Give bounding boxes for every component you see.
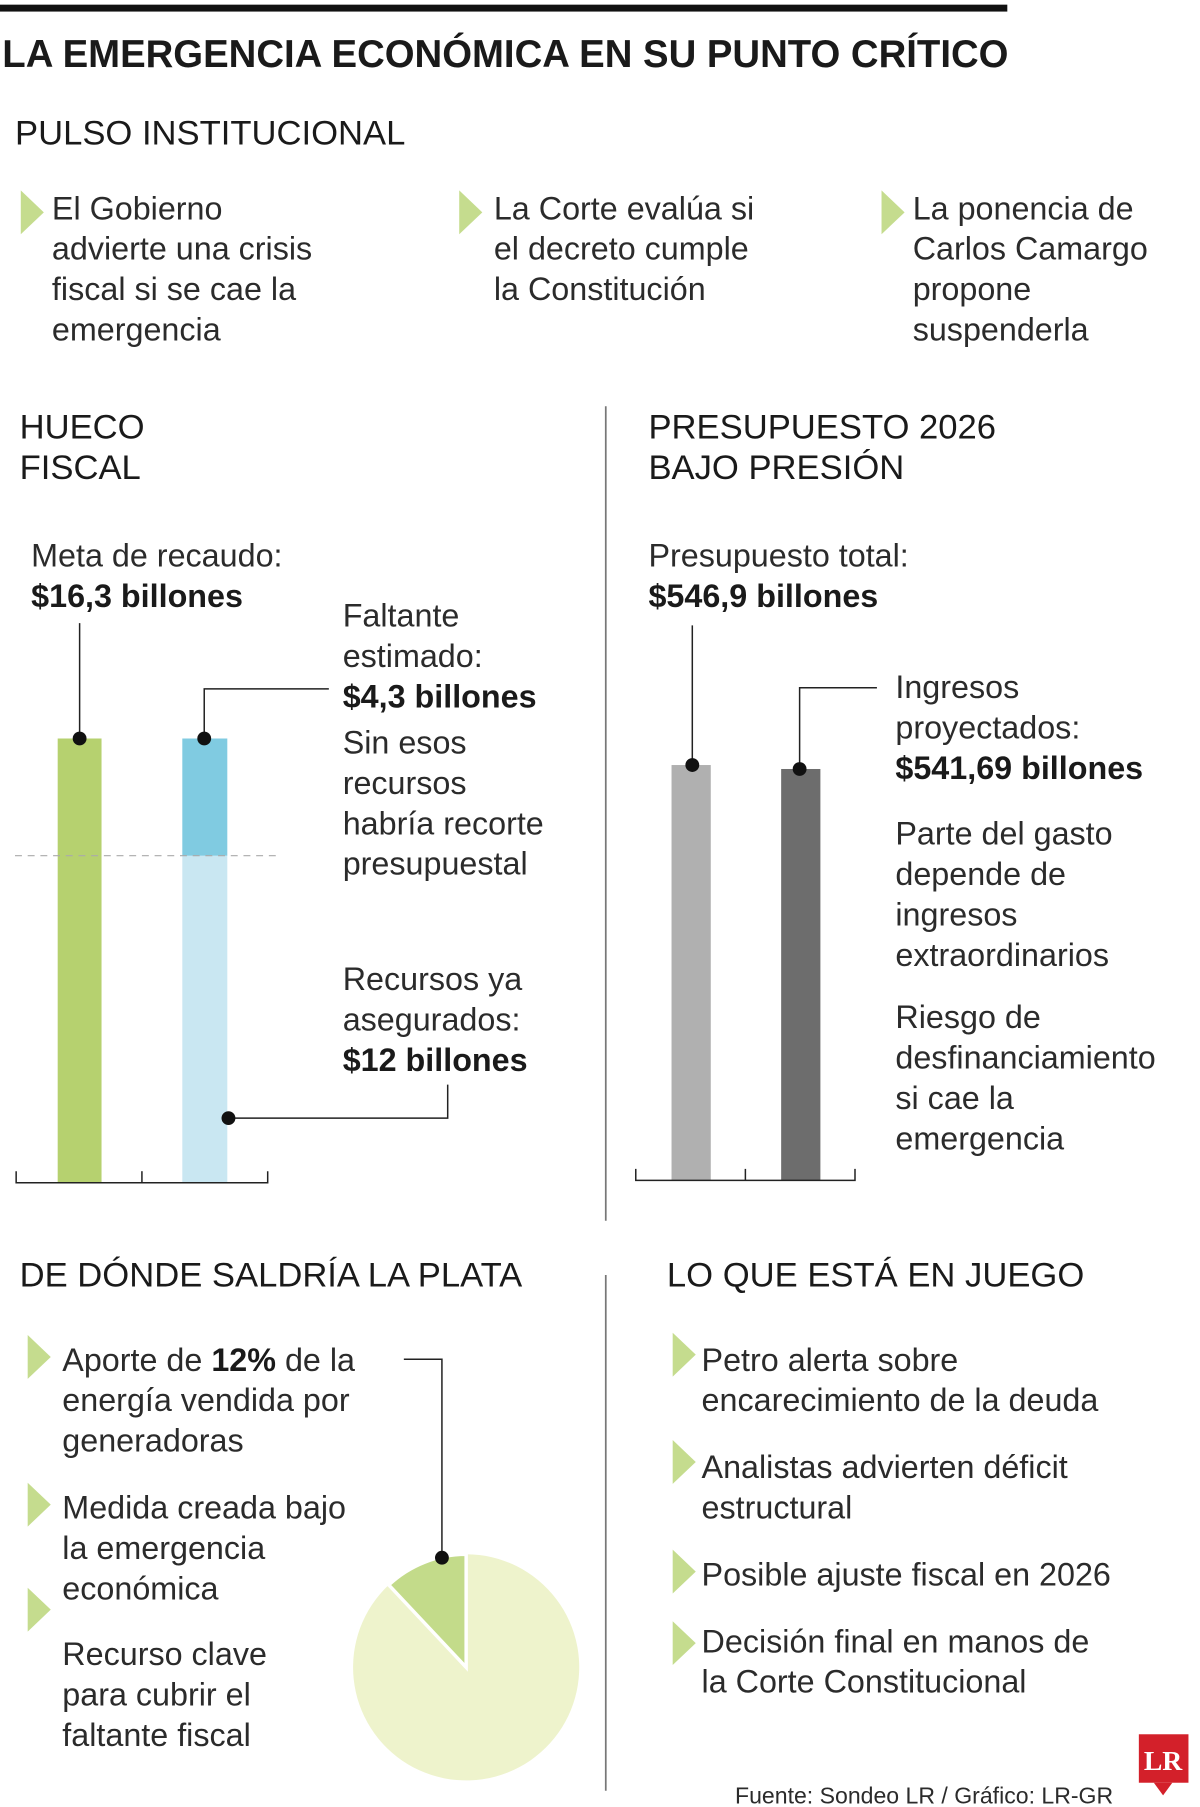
value-label: $12 billones bbox=[343, 1042, 528, 1078]
plata-item: Recurso clave bbox=[62, 1636, 267, 1672]
pulso-item: el decreto cumple bbox=[494, 231, 749, 267]
dot bbox=[72, 731, 87, 746]
highlight: 12% bbox=[211, 1342, 276, 1378]
leader bbox=[228, 1084, 449, 1119]
plata-item: generadoras bbox=[62, 1423, 243, 1459]
bar bbox=[781, 768, 821, 1181]
pulso-item: la Constitución bbox=[494, 271, 706, 307]
section-title: LO QUE ESTÁ EN JUEGO bbox=[667, 1256, 1084, 1295]
leader bbox=[203, 688, 329, 739]
value-label: $4,3 billones bbox=[343, 678, 537, 714]
value-label: $16,3 billones bbox=[31, 578, 243, 614]
bullet bbox=[672, 1440, 696, 1484]
note: Riesgo de bbox=[895, 999, 1040, 1035]
bullet bbox=[27, 1587, 51, 1632]
pulso-item: propone bbox=[913, 271, 1032, 307]
label: estimado: bbox=[343, 638, 483, 674]
bullet bbox=[672, 1621, 696, 1666]
juego-item: Posible ajuste fiscal en 2026 bbox=[702, 1556, 1111, 1592]
section-title: PULSO INSTITUCIONAL bbox=[15, 114, 405, 152]
bullet bbox=[459, 190, 483, 235]
bullet bbox=[881, 190, 905, 235]
pulso-item: La Corte evalúa si bbox=[494, 190, 754, 226]
pulso-item: La ponencia de bbox=[913, 190, 1134, 226]
note: desfinanciamiento bbox=[895, 1040, 1155, 1076]
plata-item: económica bbox=[62, 1570, 218, 1606]
leader bbox=[403, 1358, 443, 1558]
logo-box bbox=[1138, 1734, 1189, 1783]
note: habría recorte bbox=[343, 805, 544, 841]
bar bbox=[182, 738, 228, 856]
section-title: FISCAL bbox=[20, 449, 141, 487]
note: Parte del gasto bbox=[895, 816, 1112, 852]
bar bbox=[671, 765, 711, 1181]
pulso-item: advierte una crisis bbox=[52, 231, 312, 267]
plata-item: para cubrir el bbox=[62, 1676, 250, 1712]
leader bbox=[798, 686, 877, 769]
label: Meta de recaudo: bbox=[31, 538, 282, 574]
pulso-item: emergencia bbox=[52, 311, 221, 347]
note: ingresos bbox=[895, 896, 1017, 932]
note: extraordinarios bbox=[895, 937, 1109, 973]
pie-slice bbox=[386, 1552, 468, 1672]
note: depende de bbox=[895, 856, 1066, 892]
juego-item: la Corte Constitucional bbox=[702, 1664, 1027, 1700]
label: proyectados: bbox=[895, 710, 1080, 746]
juego-item: encarecimiento de la deuda bbox=[702, 1382, 1099, 1418]
section-title: HUECO bbox=[20, 409, 145, 447]
juego-item: estructural bbox=[702, 1490, 853, 1526]
juego-item: Petro alerta sobre bbox=[702, 1342, 959, 1378]
value-label: $541,69 billones bbox=[895, 750, 1143, 786]
note: recursos bbox=[343, 765, 467, 801]
plata-item: Medida creada bajo bbox=[62, 1490, 346, 1526]
label: Faltante bbox=[343, 598, 460, 634]
bullet bbox=[20, 190, 44, 235]
note: emergencia bbox=[895, 1120, 1064, 1156]
bullet bbox=[672, 1549, 696, 1594]
bar bbox=[182, 855, 228, 1183]
plata-item: energía vendida por bbox=[62, 1382, 350, 1418]
note: presupuestal bbox=[343, 846, 528, 882]
section-title: DE DÓNDE SALDRÍA LA PLATA bbox=[20, 1256, 524, 1295]
label: Recursos ya bbox=[343, 961, 523, 997]
plata-item: la emergencia bbox=[62, 1530, 265, 1566]
text-part: Aporte de bbox=[62, 1342, 211, 1378]
bullet bbox=[27, 1335, 51, 1379]
label: Ingresos bbox=[895, 669, 1019, 705]
section-title: BAJO PRESIÓN bbox=[648, 448, 904, 487]
dot bbox=[197, 731, 212, 746]
pulso-item: Carlos Camargo bbox=[913, 231, 1148, 267]
section-title: PRESUPUESTO 2026 bbox=[648, 409, 996, 447]
label: asegurados: bbox=[343, 1001, 521, 1037]
bar bbox=[57, 738, 102, 1183]
plata-item: Aporte de 12% de la bbox=[62, 1342, 355, 1378]
pulso-item: fiscal si se cae la bbox=[52, 271, 296, 307]
source: Fuente: Sondeo LR / Gráfico: LR-GR bbox=[735, 1783, 1113, 1807]
note: si cae la bbox=[895, 1080, 1014, 1116]
dot bbox=[792, 762, 807, 776]
dot bbox=[221, 1111, 236, 1126]
label: Presupuesto total: bbox=[648, 538, 908, 574]
bullet bbox=[672, 1332, 696, 1377]
plata-item: faltante fiscal bbox=[62, 1717, 251, 1753]
logo-tail bbox=[1153, 1782, 1173, 1796]
pulso-item: suspenderla bbox=[913, 311, 1089, 347]
value-label: $546,9 billones bbox=[648, 578, 878, 614]
logo: LR bbox=[1144, 1745, 1183, 1776]
bullet bbox=[27, 1482, 51, 1527]
top-rule bbox=[0, 4, 1008, 12]
text-part: de la bbox=[276, 1342, 355, 1378]
juego-item: Decisión final en manos de bbox=[702, 1623, 1090, 1659]
title: LA EMERGENCIA ECONÓMICA EN SU PUNTO CRÍT… bbox=[2, 32, 1008, 76]
dot bbox=[435, 1550, 449, 1565]
pulso-item: El Gobierno bbox=[52, 190, 223, 226]
note: Sin esos bbox=[343, 725, 467, 761]
dot bbox=[685, 758, 700, 772]
juego-item: Analistas advierten déficit bbox=[702, 1449, 1068, 1485]
